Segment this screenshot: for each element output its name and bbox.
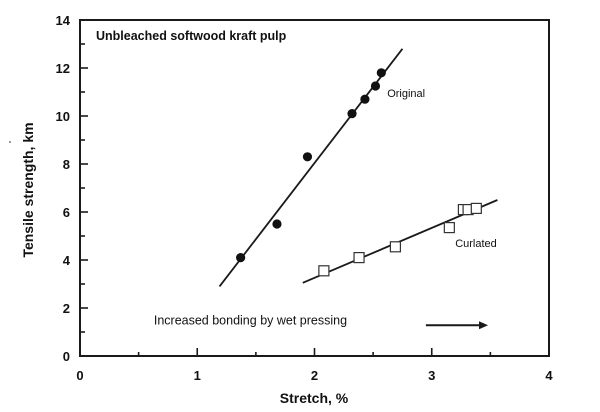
y-axis-title: Tensile strength, km bbox=[20, 122, 36, 257]
fit-lines bbox=[218, 48, 498, 287]
marker-open-square bbox=[353, 252, 365, 264]
marker-open-square bbox=[318, 265, 330, 277]
marker-open-square bbox=[443, 222, 455, 234]
marker-filled-circle bbox=[360, 94, 370, 104]
data-points bbox=[236, 68, 482, 277]
labels: Original Curlated Increased bonding by wet… bbox=[154, 88, 497, 330]
marker-filled-circle bbox=[236, 253, 246, 263]
x-axis: 0 1 2 3 4 bbox=[76, 348, 553, 383]
x-tick-label: 2 bbox=[311, 368, 318, 383]
marker-filled-circle bbox=[347, 109, 357, 119]
x-axis-title: Stretch, % bbox=[280, 390, 349, 406]
marker-filled-circle bbox=[302, 152, 313, 162]
x-tick-label: 3 bbox=[428, 368, 435, 383]
y-tick-label: 10 bbox=[56, 109, 70, 124]
y-tick-label: 0 bbox=[63, 349, 70, 364]
x-tick-label: 0 bbox=[76, 368, 83, 383]
stray-dot bbox=[9, 141, 11, 143]
marker-filled-circle bbox=[376, 68, 386, 78]
marker-filled-circle bbox=[272, 219, 282, 229]
y-tick-label: 4 bbox=[63, 253, 71, 268]
series-label-curlated: Curlated bbox=[455, 238, 497, 250]
chart-title: Unbleached softwood kraft pulp bbox=[96, 29, 287, 43]
arrow-right-icon bbox=[479, 321, 489, 330]
x-tick-label: 1 bbox=[194, 368, 201, 383]
marker-open-square bbox=[389, 241, 402, 253]
y-tick-label: 2 bbox=[63, 301, 70, 316]
plot-border bbox=[79, 19, 550, 357]
y-tick-label: 14 bbox=[56, 13, 71, 28]
y-tick-label: 6 bbox=[63, 205, 70, 220]
y-axis: 0 2 4 6 8 10 12 14 bbox=[56, 13, 88, 364]
plot-frame bbox=[79, 19, 550, 357]
annotation-text: Increased bonding by wet pressing bbox=[154, 313, 347, 327]
x-tick-label: 4 bbox=[545, 368, 553, 383]
y-tick-label: 8 bbox=[63, 157, 70, 172]
series-label-original: Original bbox=[387, 88, 425, 100]
y-tick-label: 12 bbox=[56, 61, 70, 76]
marker-filled-circle bbox=[370, 81, 381, 91]
marker-open-square bbox=[470, 202, 482, 214]
